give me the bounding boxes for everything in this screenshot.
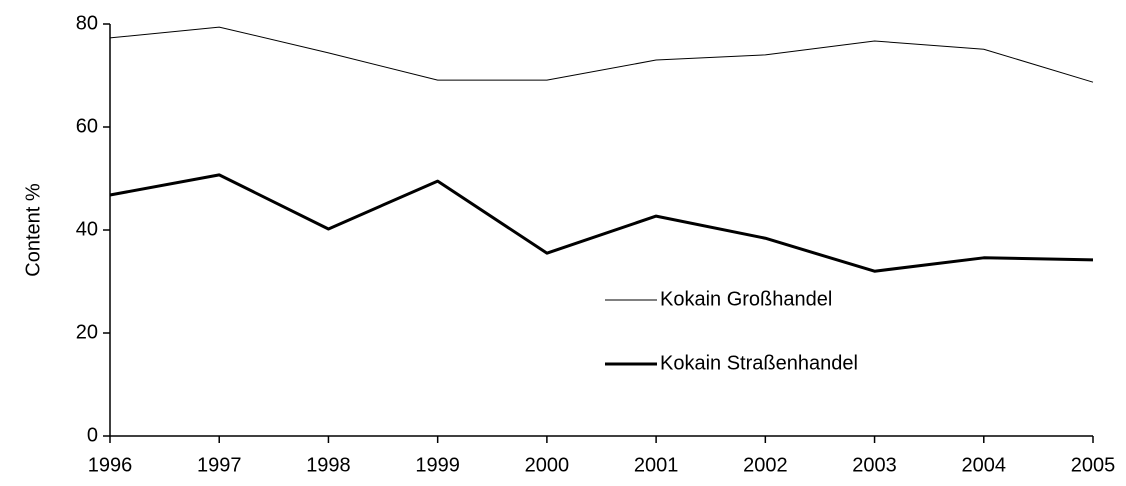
x-tick-label: 1997 — [197, 454, 242, 476]
x-tick-label: 2003 — [852, 454, 897, 476]
y-axis-label: Content % — [22, 183, 44, 277]
data-line — [109, 26, 1094, 83]
x-tick-label: 2005 — [1071, 454, 1116, 476]
y-tick-label: 60 — [76, 115, 98, 137]
x-tick-label: 2001 — [634, 454, 679, 476]
y-tick-label: 80 — [76, 12, 98, 34]
x-tick-label: 2004 — [962, 454, 1007, 476]
x-tick-label: 1998 — [306, 454, 351, 476]
data-line — [109, 173, 1094, 273]
y-tick-label: 40 — [76, 218, 98, 240]
x-tick-label: 1996 — [88, 454, 133, 476]
y-tick-label: 0 — [87, 424, 98, 446]
legend-label: Kokain Straßenhandel — [660, 352, 858, 374]
legend-label: Kokain Großhandel — [660, 288, 832, 310]
x-tick-label: 2002 — [743, 454, 788, 476]
y-tick-label: 20 — [76, 321, 98, 343]
x-tick-label: 2000 — [525, 454, 570, 476]
x-tick-label: 1999 — [415, 454, 460, 476]
